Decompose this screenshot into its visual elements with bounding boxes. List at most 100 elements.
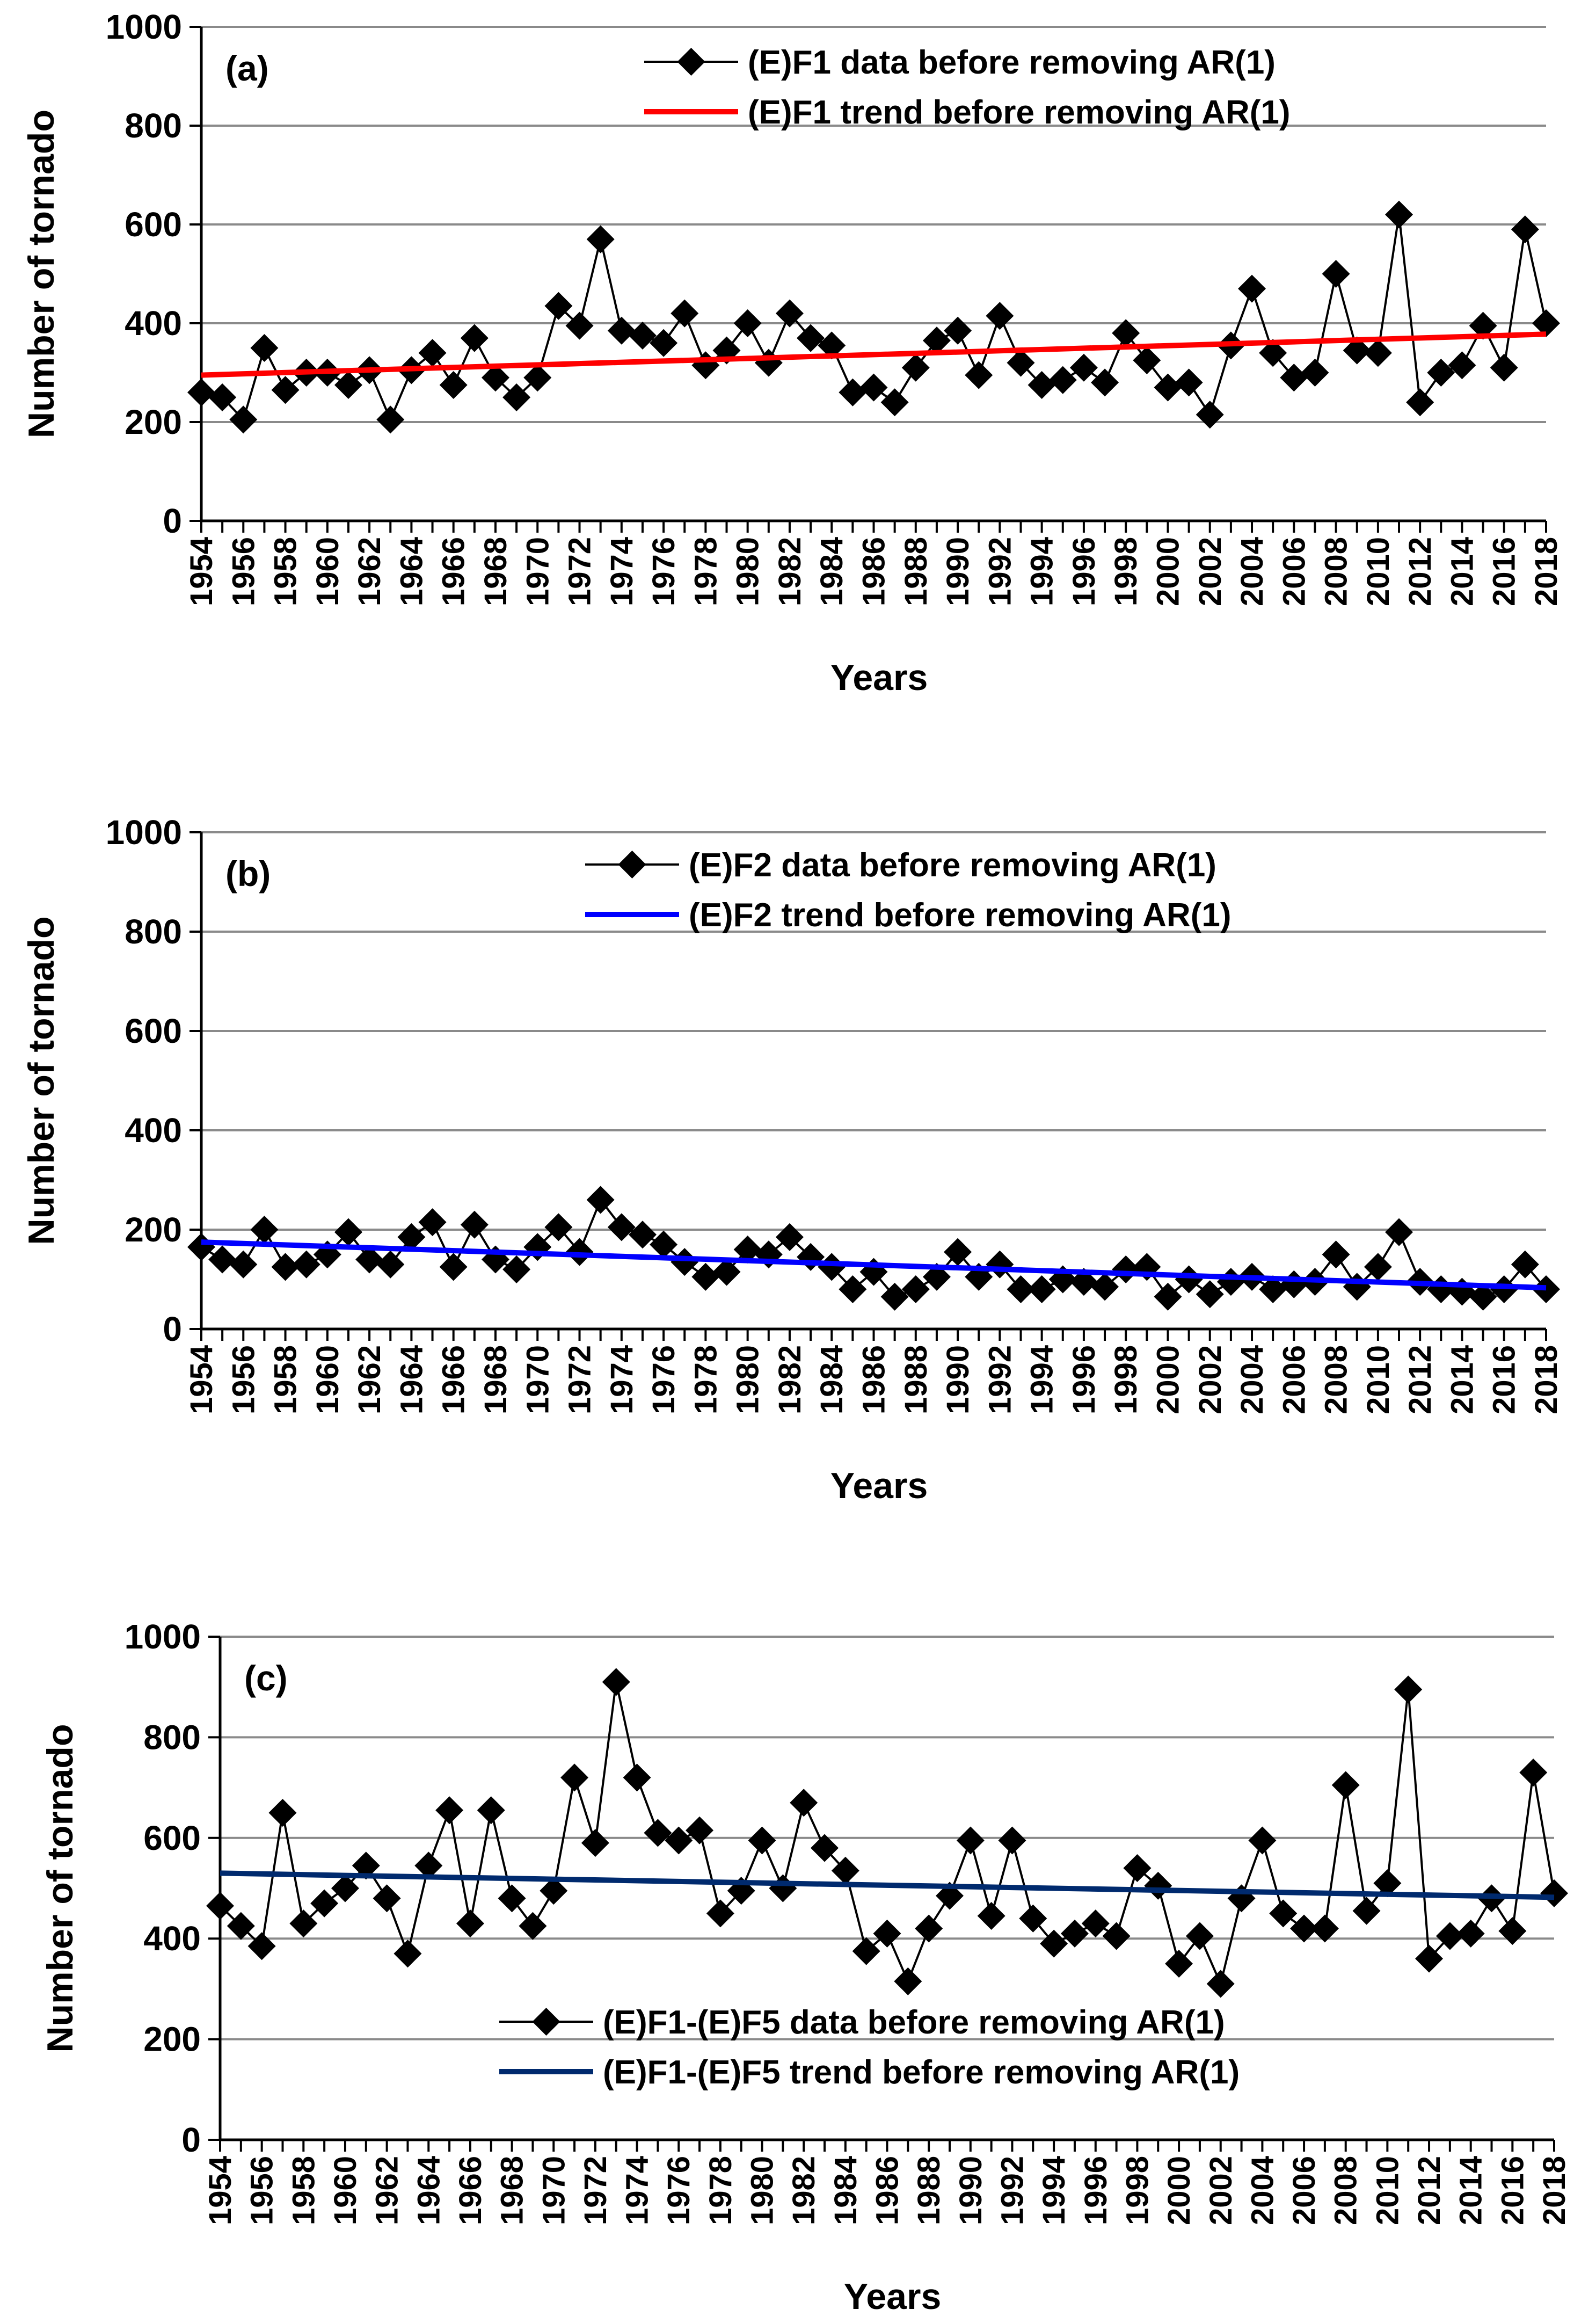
x-tick-label: 1962 bbox=[352, 537, 387, 606]
data-point-marker bbox=[247, 1932, 276, 1960]
data-point-marker bbox=[839, 378, 867, 406]
data-point-marker bbox=[818, 1253, 846, 1281]
data-point-marker bbox=[1490, 1275, 1518, 1303]
y-tick-label: 200 bbox=[125, 403, 182, 441]
data-point-marker bbox=[418, 1208, 447, 1237]
data-point-marker bbox=[1007, 1275, 1035, 1303]
x-tick-label: 1988 bbox=[899, 537, 934, 606]
x-tick-label: 1996 bbox=[1079, 2156, 1113, 2225]
data-point-marker bbox=[373, 1884, 401, 1913]
data-point-marker bbox=[544, 292, 573, 320]
data-point-marker bbox=[691, 351, 720, 380]
legend-entry-label: (E)F2 data before removing AR(1) bbox=[689, 847, 1216, 884]
x-tick-label: 1996 bbox=[1067, 537, 1102, 606]
data-point-marker bbox=[733, 309, 762, 337]
x-tick-label: 1986 bbox=[857, 1345, 892, 1414]
y-axis-title: Number of tornado bbox=[21, 917, 62, 1245]
data-point-marker bbox=[1415, 1944, 1444, 1973]
data-point-marker bbox=[644, 1819, 672, 1847]
x-tick-label: 1986 bbox=[870, 2156, 905, 2225]
data-point-marker bbox=[414, 1851, 443, 1880]
data-point-marker bbox=[998, 1826, 1026, 1855]
data-point-marker bbox=[523, 364, 552, 392]
data-point-marker bbox=[873, 1919, 901, 1948]
data-point-marker bbox=[376, 1250, 405, 1279]
x-tick-label: 2018 bbox=[1529, 537, 1564, 606]
data-point-marker bbox=[1290, 1914, 1318, 1943]
data-point-marker bbox=[1259, 1275, 1287, 1303]
data-point-marker bbox=[691, 1262, 720, 1291]
data-point-marker bbox=[1165, 1950, 1193, 1978]
y-tick-label: 400 bbox=[143, 1919, 201, 1958]
data-point-marker bbox=[944, 1238, 972, 1266]
y-tick-label: 600 bbox=[125, 205, 182, 244]
y-tick-label: 0 bbox=[181, 2120, 201, 2159]
data-point-marker bbox=[956, 1826, 985, 1855]
x-tick-label: 2004 bbox=[1235, 1345, 1270, 1414]
x-tick-label: 1974 bbox=[604, 537, 639, 606]
data-point-marker bbox=[797, 324, 825, 352]
data-point-marker bbox=[1028, 371, 1056, 399]
data-point-marker bbox=[271, 376, 300, 404]
data-point-marker bbox=[754, 348, 783, 377]
x-tick-label: 1966 bbox=[436, 537, 471, 606]
y-tick-label: 600 bbox=[143, 1819, 201, 1857]
data-point-marker bbox=[1069, 353, 1098, 382]
panel-label: (a) bbox=[225, 48, 269, 88]
data-point-marker bbox=[1540, 1879, 1568, 1907]
x-tick-label: 1980 bbox=[731, 1345, 766, 1414]
data-point-marker bbox=[1206, 1970, 1235, 1998]
data-point-marker bbox=[310, 1889, 339, 1918]
x-tick-label: 2018 bbox=[1537, 2156, 1572, 2225]
data-point-marker bbox=[586, 1186, 615, 1214]
x-tick-label: 1982 bbox=[773, 1345, 807, 1414]
data-point-marker bbox=[628, 322, 657, 350]
data-point-marker bbox=[1301, 359, 1329, 387]
data-point-marker bbox=[397, 1223, 426, 1251]
x-tick-label: 1972 bbox=[578, 2156, 613, 2225]
legend-entry-label: (E)F2 trend before removing AR(1) bbox=[689, 897, 1231, 934]
x-tick-label: 1962 bbox=[352, 1345, 387, 1414]
data-point-marker bbox=[1133, 346, 1161, 374]
data-point-marker bbox=[1154, 1282, 1182, 1311]
data-point-marker bbox=[944, 316, 972, 345]
x-tick-label: 1960 bbox=[328, 2156, 363, 2225]
x-tick-label: 2008 bbox=[1319, 1345, 1354, 1414]
data-point-marker bbox=[1427, 359, 1455, 387]
x-tick-label: 2000 bbox=[1150, 537, 1185, 606]
x-tick-label: 1994 bbox=[1037, 2156, 1072, 2225]
x-tick-label: 2014 bbox=[1445, 1345, 1480, 1414]
trend-line bbox=[201, 1239, 1547, 1291]
x-tick-label: 1984 bbox=[814, 1345, 849, 1414]
x-tick-label: 1976 bbox=[646, 1345, 681, 1414]
data-point-marker bbox=[544, 1213, 573, 1241]
data-point-marker bbox=[1048, 366, 1077, 394]
x-tick-label: 2000 bbox=[1150, 1345, 1185, 1414]
data-point-marker bbox=[602, 1668, 630, 1696]
data-point-marker bbox=[1248, 1826, 1277, 1855]
x-tick-label: 1988 bbox=[899, 1345, 934, 1414]
data-point-marker bbox=[229, 405, 258, 434]
data-point-marker bbox=[1238, 274, 1266, 303]
x-tick-label: 1954 bbox=[184, 1345, 219, 1414]
data-point-marker bbox=[607, 316, 636, 345]
x-tick-label: 1974 bbox=[604, 1345, 639, 1414]
x-tick-label: 1992 bbox=[982, 537, 1017, 606]
x-tick-label: 2004 bbox=[1235, 537, 1270, 606]
x-tick-label: 1956 bbox=[226, 537, 261, 606]
x-tick-label: 1964 bbox=[394, 1345, 429, 1414]
data-point-marker bbox=[1154, 373, 1182, 402]
data-point-marker bbox=[334, 371, 362, 399]
data-point-marker bbox=[519, 1912, 547, 1940]
legend-data-swatch-marker bbox=[677, 48, 705, 76]
data-point-marker bbox=[712, 1258, 741, 1286]
data-point-marker bbox=[1498, 1917, 1527, 1945]
data-point-marker bbox=[686, 1816, 714, 1844]
x-tick-label: 1982 bbox=[786, 2156, 821, 2225]
x-tick-label: 1954 bbox=[184, 537, 219, 606]
data-point-marker bbox=[839, 1275, 867, 1303]
trend-line bbox=[220, 1870, 1555, 1900]
data-point-marker bbox=[435, 1796, 464, 1825]
